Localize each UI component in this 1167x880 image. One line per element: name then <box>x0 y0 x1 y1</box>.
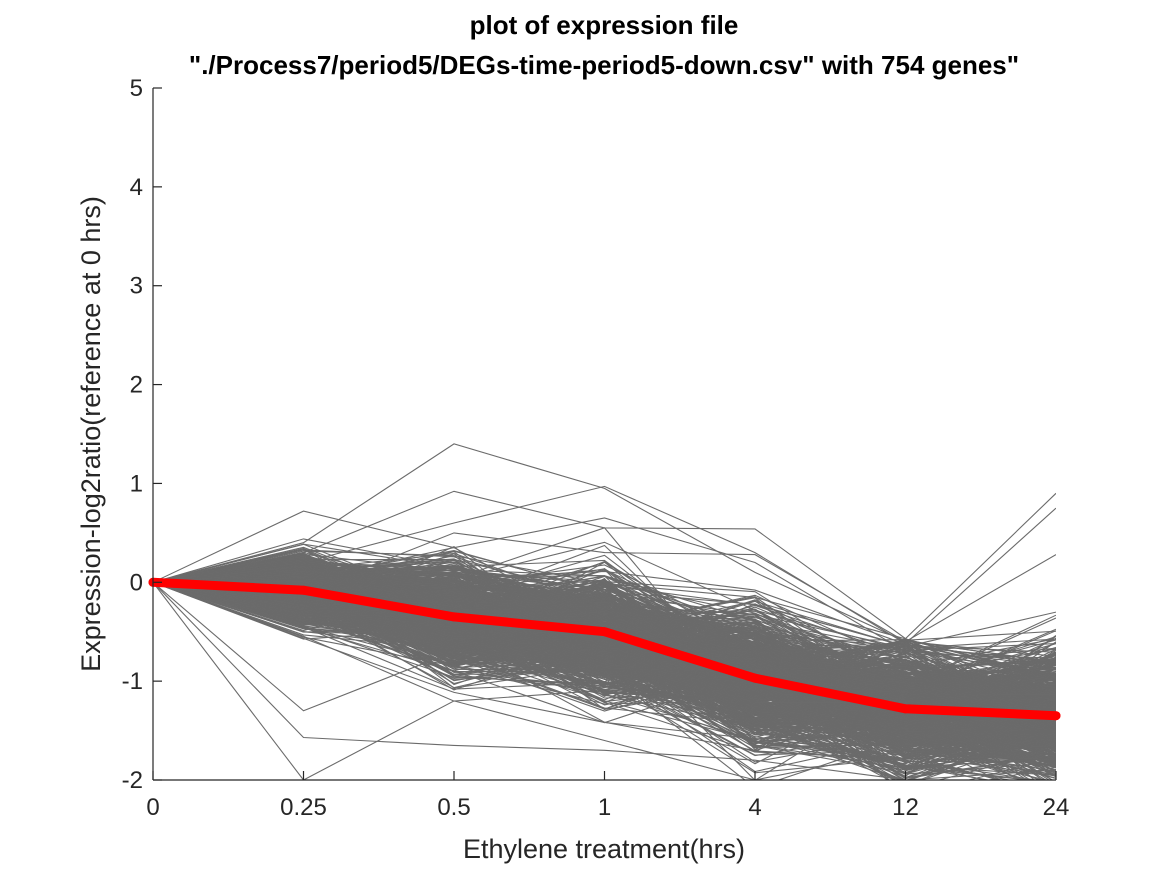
gene-line <box>153 581 1056 743</box>
x-tick-label: 0.25 <box>280 794 327 821</box>
gene-line <box>153 581 1056 696</box>
gene-line <box>153 581 1056 741</box>
gene-line <box>153 581 1056 689</box>
x-tick-label: 12 <box>892 794 919 821</box>
y-axis-ticks: -2 -1 0 1 2 3 4 5 <box>122 75 162 794</box>
x-axis-label: Ethylene treatment(hrs) <box>463 834 745 864</box>
x-axis-ticks: 0 0.25 0.5 1 4 12 24 <box>146 771 1069 821</box>
gene-lines <box>153 443 1056 780</box>
gene-line <box>153 581 1056 748</box>
gene-line <box>153 581 1056 743</box>
y-axis-label: Expression-log2ratio(reference at 0 hrs) <box>76 196 106 672</box>
y-tick-label: 1 <box>130 470 143 497</box>
x-tick-label: 4 <box>748 794 761 821</box>
y-tick-label: 5 <box>130 75 143 102</box>
gene-line <box>153 564 1056 693</box>
mean-series <box>148 577 1061 721</box>
x-tick-label: 1 <box>598 794 611 821</box>
gene-line <box>153 581 1056 780</box>
mean-point <box>449 612 459 622</box>
y-tick-label: -1 <box>122 668 143 695</box>
mean-point <box>600 627 609 637</box>
mean-point <box>750 673 760 683</box>
gene-line <box>153 490 1056 640</box>
x-tick-label: 24 <box>1043 794 1070 821</box>
gene-line <box>153 581 1056 681</box>
mean-point <box>299 585 308 595</box>
x-tick-label: 0.5 <box>437 794 470 821</box>
gene-line <box>153 561 1056 735</box>
chart-subtitle: "./Process7/period5/DEGs-time-period5-do… <box>189 50 1019 80</box>
x-tick-label: 0 <box>146 794 159 821</box>
gene-line <box>153 581 1056 725</box>
gene-line <box>153 510 1056 662</box>
y-tick-label: 4 <box>130 174 143 201</box>
gene-line <box>153 565 1056 725</box>
gene-line <box>153 581 1056 761</box>
y-tick-label: 2 <box>130 372 143 399</box>
gene-line <box>153 579 1056 769</box>
y-tick-label: 0 <box>130 569 143 596</box>
gene-line <box>153 581 1056 771</box>
y-tick-label: 3 <box>130 273 143 300</box>
gene-line <box>153 485 1056 645</box>
y-tick-label: -2 <box>122 767 143 794</box>
chart-title: plot of expression file <box>470 10 739 40</box>
gene-line <box>153 549 1056 732</box>
mean-point <box>1051 711 1061 721</box>
mean-point <box>901 704 910 714</box>
gene-line <box>153 581 1056 780</box>
gene-line <box>153 559 1056 713</box>
